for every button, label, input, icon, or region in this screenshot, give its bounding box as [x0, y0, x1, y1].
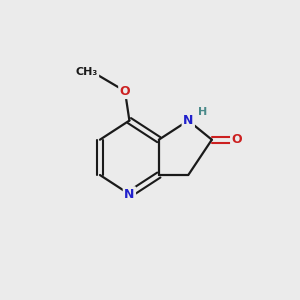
Text: CH₃: CH₃ [76, 67, 98, 77]
Text: N: N [183, 114, 194, 127]
Text: N: N [124, 188, 135, 201]
Text: O: O [232, 133, 242, 146]
Text: O: O [120, 85, 130, 98]
Text: H: H [198, 107, 208, 117]
